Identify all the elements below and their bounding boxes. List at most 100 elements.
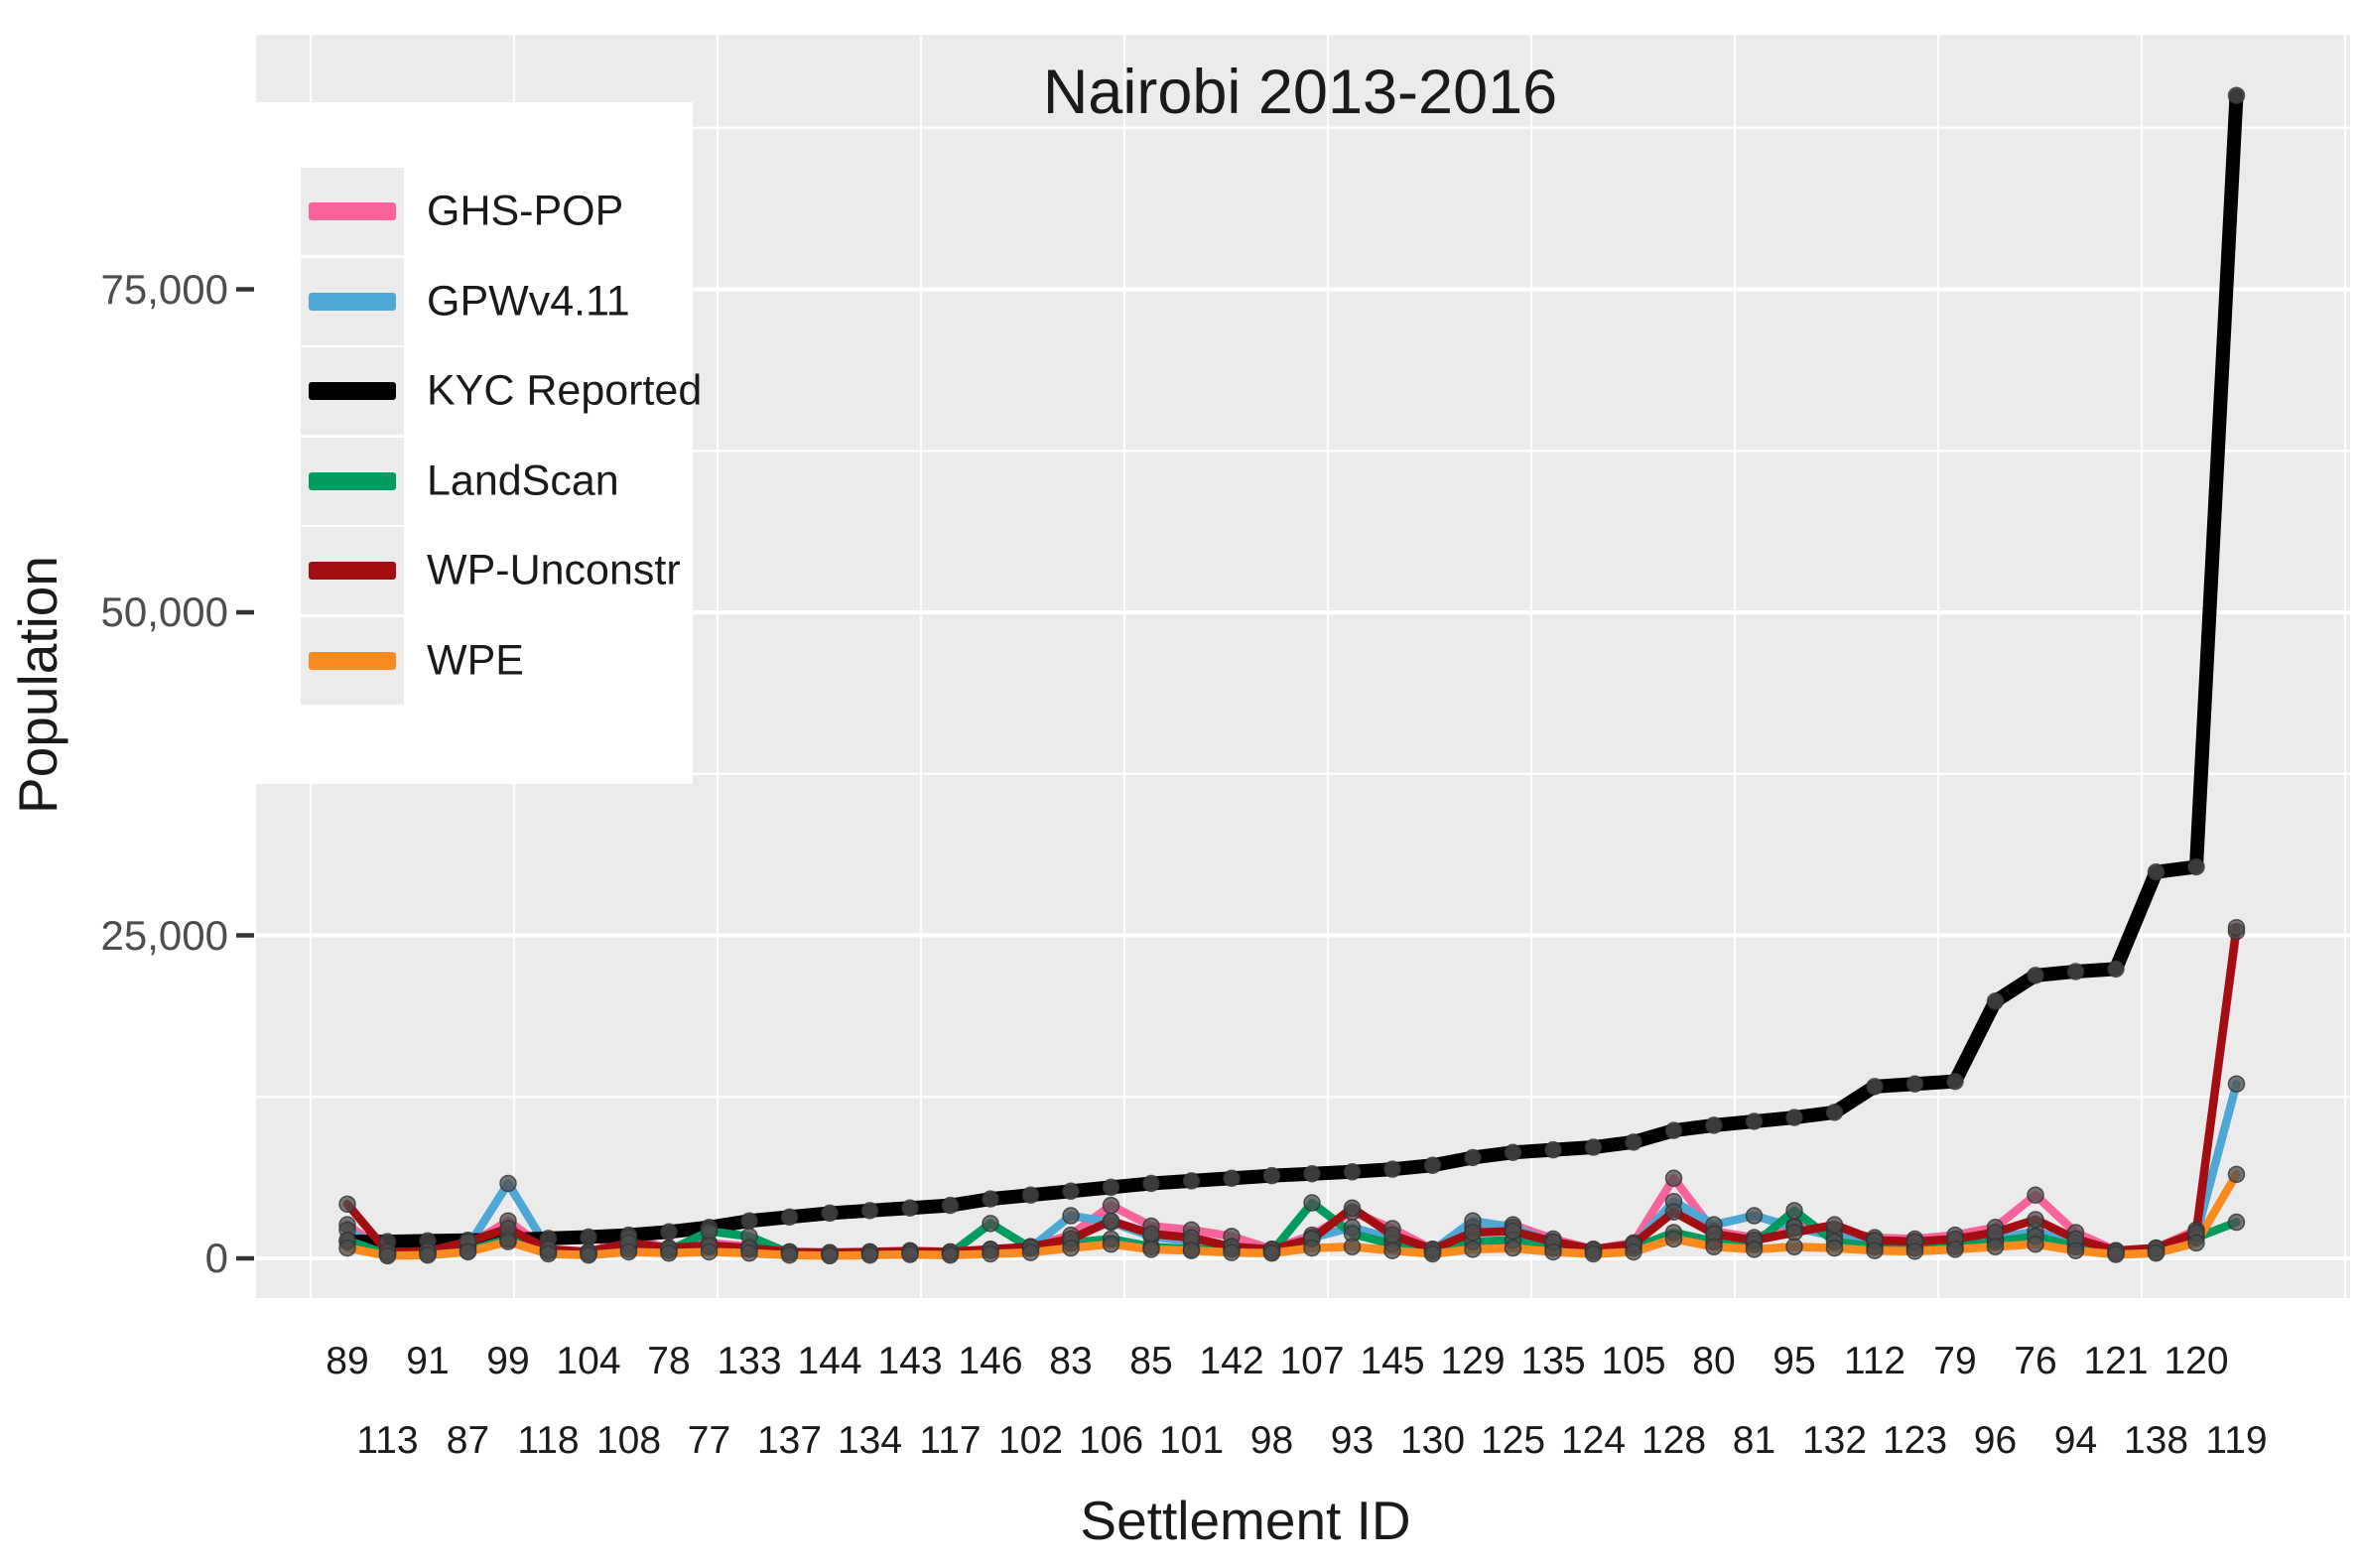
x-tick-label: 144	[797, 1340, 862, 1382]
data-point	[1825, 1216, 1844, 1234]
x-tick-label: 119	[2205, 1419, 2268, 1462]
data-point	[740, 1212, 758, 1230]
data-point	[1584, 1244, 1603, 1263]
data-point	[1785, 1202, 1803, 1220]
x-tick-label: 94	[2053, 1419, 2098, 1462]
data-point	[2027, 1211, 2044, 1229]
data-point	[1102, 1196, 1120, 1215]
x-tick-label: 106	[1078, 1419, 1144, 1462]
x-tick-label: 135	[1520, 1340, 1586, 1382]
chart-title: Nairobi 2013-2016	[1042, 58, 1558, 127]
x-axis-title: Settlement ID	[1080, 1490, 1411, 1551]
data-point	[901, 1245, 919, 1263]
x-tick-label: 121	[2083, 1340, 2149, 1382]
data-point	[780, 1245, 799, 1264]
x-tick-label: 83	[1049, 1340, 1093, 1382]
x-tick-label: 117	[919, 1419, 982, 1462]
data-point	[1905, 1075, 1924, 1093]
data-point	[700, 1242, 719, 1261]
x-tick-label: 112	[1843, 1340, 1906, 1382]
data-point	[1102, 1212, 1120, 1230]
x-tick-label: 101	[1158, 1419, 1225, 1462]
x-tick-label: 102	[997, 1419, 1064, 1462]
data-point	[982, 1244, 999, 1263]
data-point	[539, 1244, 558, 1263]
data-point	[1062, 1207, 1080, 1225]
data-point	[1866, 1241, 1884, 1259]
data-point	[1142, 1241, 1160, 1258]
y-axis-title: Population	[7, 556, 68, 814]
data-point	[1021, 1243, 1040, 1261]
y-tick-label: 50,000	[100, 588, 228, 635]
data-point	[2027, 1186, 2044, 1204]
data-point	[901, 1199, 919, 1217]
x-tick-label: 95	[1772, 1340, 1816, 1382]
data-point	[1664, 1230, 1683, 1248]
data-point	[2227, 1213, 2246, 1232]
data-point	[1986, 1238, 2005, 1256]
x-tick-label: 99	[486, 1340, 530, 1382]
data-point	[1102, 1235, 1120, 1253]
data-point	[1423, 1156, 1442, 1175]
data-point	[1664, 1203, 1683, 1221]
data-point	[1343, 1163, 1362, 1181]
data-point	[2227, 1165, 2246, 1184]
data-point	[2147, 862, 2165, 881]
x-tick-label: 89	[326, 1340, 369, 1382]
x-tick-label: 80	[1692, 1340, 1736, 1382]
data-point	[2227, 918, 2246, 937]
data-point	[1262, 1166, 1281, 1185]
data-point	[1383, 1160, 1401, 1178]
data-point	[2027, 967, 2044, 984]
x-tick-label: 105	[1601, 1340, 1666, 1382]
x-tick-label: 134	[837, 1419, 903, 1462]
data-point	[780, 1208, 799, 1227]
data-point	[580, 1245, 597, 1264]
data-point	[2107, 960, 2125, 979]
data-point	[1182, 1172, 1201, 1190]
data-point	[1946, 1241, 1964, 1258]
data-point	[1102, 1178, 1120, 1197]
x-tick-label: 96	[1973, 1419, 2018, 1462]
x-tick-label: 118	[517, 1419, 580, 1462]
legend-swatch-gpwv4-11	[309, 292, 396, 311]
legend-swatch-landscan	[309, 471, 396, 490]
data-point	[419, 1245, 437, 1264]
data-point	[580, 1228, 597, 1246]
data-point	[1464, 1224, 1482, 1241]
data-point	[1223, 1169, 1241, 1188]
data-point	[860, 1202, 879, 1220]
data-point	[2107, 1245, 2125, 1263]
data-point	[1825, 1239, 1844, 1257]
data-point	[1303, 1239, 1321, 1257]
data-point	[1303, 1194, 1321, 1212]
y-tick-label: 25,000	[100, 911, 228, 959]
data-point	[1142, 1174, 1160, 1193]
data-point	[1584, 1138, 1603, 1156]
x-tick-label: 85	[1129, 1340, 1173, 1382]
data-point	[1905, 1242, 1924, 1260]
legend-label: GHS-POP	[427, 187, 624, 235]
data-point	[378, 1246, 397, 1265]
x-tick-label: 123	[1882, 1419, 1948, 1462]
data-point	[1625, 1133, 1642, 1151]
data-point	[499, 1233, 517, 1250]
data-point	[2066, 963, 2085, 980]
x-tick-label: 108	[595, 1419, 662, 1462]
x-tick-label: 129	[1440, 1340, 1506, 1382]
x-tick-label: 132	[1801, 1419, 1868, 1462]
data-point	[1745, 1241, 1764, 1258]
legend-label: WPE	[427, 636, 524, 684]
x-tick-label: 107	[1279, 1340, 1345, 1382]
data-point	[338, 1195, 356, 1214]
x-tick-label: 120	[2164, 1340, 2229, 1382]
data-point	[1303, 1164, 1321, 1183]
data-point	[982, 1215, 999, 1233]
x-tick-label: 79	[1933, 1340, 1977, 1382]
y-tick-label: 75,000	[100, 265, 228, 313]
data-point	[821, 1204, 839, 1223]
x-tick-label: 130	[1399, 1419, 1466, 1462]
data-point	[1946, 1072, 1964, 1091]
data-point	[499, 1174, 517, 1193]
